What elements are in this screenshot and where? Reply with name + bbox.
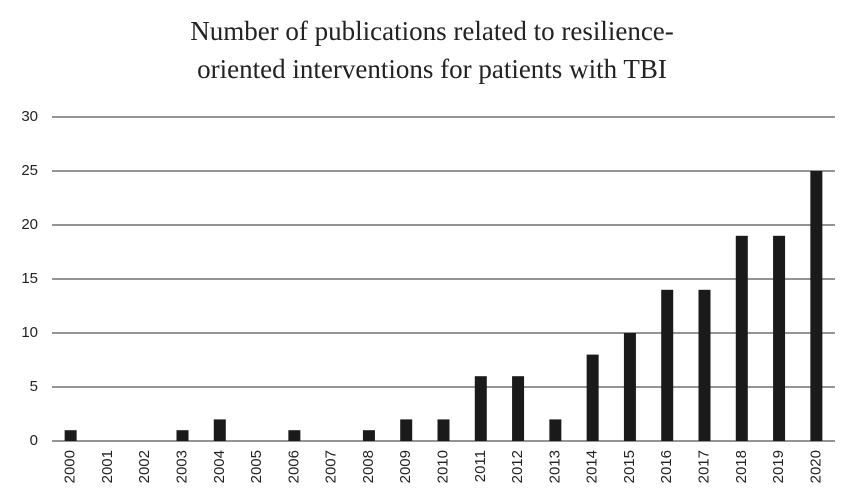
y-tick-label: 5 xyxy=(30,378,38,395)
y-tick-label: 30 xyxy=(21,108,38,125)
x-tick-label: 2005 xyxy=(248,450,265,483)
x-tick-label: 2002 xyxy=(136,450,153,483)
bar xyxy=(810,171,823,441)
bar xyxy=(512,376,525,441)
x-tick-label: 2011 xyxy=(472,450,489,482)
bar xyxy=(362,430,375,441)
y-tick-label: 10 xyxy=(21,324,38,341)
x-tick-label: 2006 xyxy=(285,450,302,483)
x-tick-label: 2019 xyxy=(770,450,787,483)
x-tick-label: 2012 xyxy=(509,450,526,483)
bar xyxy=(698,289,711,441)
x-tick-label: 2004 xyxy=(211,450,228,483)
x-tick-label: 2018 xyxy=(733,450,750,483)
x-tick-label: 2015 xyxy=(621,450,638,483)
y-tick-label: 25 xyxy=(21,162,38,179)
x-tick-label: 2017 xyxy=(695,450,712,483)
y-tick-label: 15 xyxy=(21,270,38,287)
x-tick-label: 2009 xyxy=(397,450,414,483)
bar xyxy=(213,419,226,441)
chart-title: oriented interventions for patients with… xyxy=(197,54,667,84)
x-tick-label: 2013 xyxy=(546,450,563,483)
bar xyxy=(549,419,562,441)
bar xyxy=(176,430,189,441)
x-tick-label: 2014 xyxy=(584,450,601,483)
y-tick-label: 0 xyxy=(30,432,38,449)
bar xyxy=(437,419,450,441)
x-tick-label: 2008 xyxy=(360,450,377,483)
x-tick-label: 2020 xyxy=(807,450,824,483)
bar xyxy=(661,289,674,441)
bar xyxy=(623,333,636,441)
bar xyxy=(64,430,77,441)
chart-title: Number of publications related to resili… xyxy=(190,16,674,46)
bar xyxy=(400,419,413,441)
x-tick-label: 2007 xyxy=(323,450,340,483)
x-tick-label: 2003 xyxy=(173,450,190,483)
x-tick-label: 2001 xyxy=(99,450,116,483)
bar xyxy=(586,354,599,441)
bar xyxy=(288,430,301,441)
y-tick-label: 20 xyxy=(21,216,38,233)
bar xyxy=(773,235,786,441)
x-tick-label: 2016 xyxy=(658,450,675,483)
x-tick-label: 2010 xyxy=(434,450,451,483)
x-tick-label: 2000 xyxy=(62,450,79,483)
bar xyxy=(735,235,748,441)
bar xyxy=(474,376,487,441)
